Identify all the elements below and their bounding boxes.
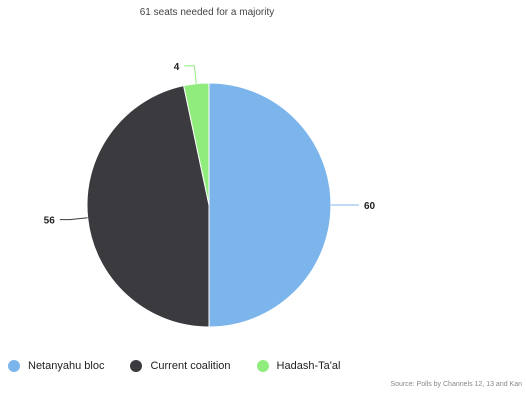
pie-slice-hadash-ta-al[interactable] [183,82,210,206]
legend-item-hadash-taal[interactable]: Hadash-Ta'al [256,360,341,372]
data-label-netanyahu-bloc: 60 [364,201,376,212]
pie-slice-current-coalition[interactable] [86,85,210,328]
connector-current-coalition [59,217,88,221]
legend-label-current-coalition: Current coalition [150,360,231,372]
data-label-hadash-ta-al: 4 [174,62,180,73]
source-note: Source: Polls by Channels 12, 13 and Kan [390,381,522,388]
pie-slice-netanyahu-bloc[interactable] [208,82,332,328]
legend: Netanyahu bloc Current coalition Hadash-… [8,360,366,372]
data-labels: 60 56 4 [44,62,376,227]
legend-swatch-netanyahu-bloc [8,360,20,372]
pie-slices [86,82,332,328]
legend-swatch-current-coalition [130,360,143,372]
legend-item-current-coalition[interactable]: Current coalition [130,360,231,372]
chart-subtitle: 61 seats needed for a majority [140,7,275,18]
legend-swatch-hadash-taal [256,360,269,372]
legend-label-hadash-taal: Hadash-Ta'al [276,360,341,372]
legend-label-netanyahu-bloc: Netanyahu bloc [28,360,105,372]
connector-hadash-ta-al [184,65,197,84]
legend-item-netanyahu-bloc[interactable]: Netanyahu bloc [8,360,104,372]
data-label-current-coalition: 56 [44,216,56,227]
